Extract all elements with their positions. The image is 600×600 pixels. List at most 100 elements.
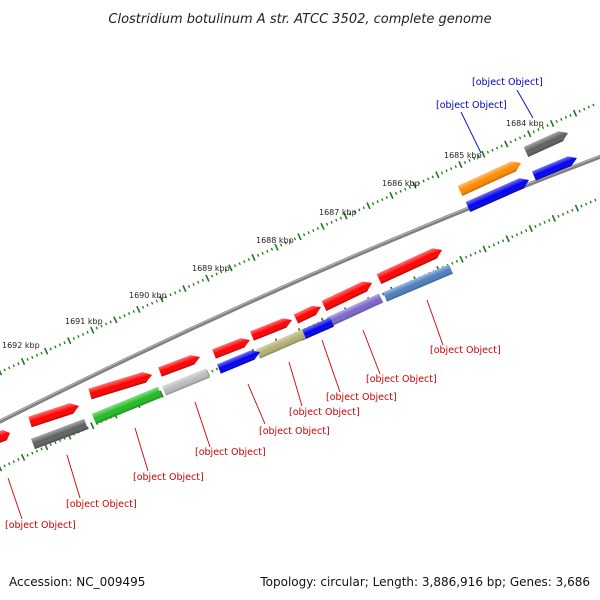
- gene-arrow-reverse: [465, 178, 529, 213]
- gene-arrow-reverse: [31, 418, 88, 450]
- gene-arrow-reverse-shading: [297, 317, 335, 341]
- minor-tick: [270, 247, 274, 251]
- gene-arrow-forward-shading: [0, 429, 11, 445]
- minor-tick: [422, 179, 425, 183]
- gene-arrow-forward-shading: [321, 281, 372, 311]
- gene-arrow-forward: [212, 338, 250, 359]
- major-tick: [90, 422, 95, 430]
- minor-tick: [381, 198, 384, 202]
- minor-tick: [468, 158, 471, 162]
- kbp-label: 1692 kbp: [2, 341, 40, 350]
- minor-tick: [307, 231, 310, 235]
- major-tick: [43, 347, 49, 355]
- minor-tick: [555, 119, 558, 123]
- label-leader-line: [460, 111, 482, 154]
- minor-tick: [316, 227, 320, 230]
- minor-tick: [534, 225, 537, 228]
- minor-tick: [589, 200, 592, 204]
- gene-label: [object Object]: [259, 426, 330, 437]
- gene-arrow-reverse-shading: [91, 386, 163, 425]
- label-leader-line: [134, 427, 149, 472]
- gene-arrow-reverse-shading: [256, 329, 306, 359]
- major-tick: [20, 358, 26, 366]
- minor-tick: [571, 208, 574, 212]
- minor-tick: [293, 237, 297, 241]
- minor-tick: [417, 181, 421, 185]
- gene-arrow-forward: [250, 318, 292, 341]
- minor-tick: [146, 303, 149, 307]
- minor-tick: [548, 218, 551, 222]
- major-tick: [251, 253, 256, 261]
- minor-tick: [474, 251, 477, 255]
- gene-label: [object Object]: [430, 345, 501, 356]
- gene-label: [object Object]: [5, 520, 76, 531]
- minor-tick: [238, 262, 241, 266]
- minor-tick: [210, 274, 214, 278]
- minor-tick: [261, 251, 264, 255]
- major-tick: [527, 130, 532, 138]
- minor-tick: [532, 130, 535, 134]
- major-tick: [182, 285, 187, 293]
- minor-tick: [500, 144, 503, 148]
- minor-tick: [358, 208, 361, 212]
- major-tick: [228, 264, 233, 272]
- minor-tick: [201, 278, 204, 282]
- kbp-label: 1688 kbp: [256, 236, 294, 245]
- minor-tick: [224, 268, 227, 272]
- minor-tick: [178, 289, 181, 293]
- minor-tick: [566, 210, 569, 214]
- gene-arrow-forward-shading: [28, 403, 80, 428]
- minor-tick: [523, 134, 526, 138]
- minor-tick: [518, 136, 522, 140]
- gene-arrow-reverse-shading: [383, 264, 453, 302]
- minor-tick: [477, 154, 480, 158]
- minor-tick: [538, 223, 542, 226]
- major-tick: [504, 140, 509, 148]
- major-tick: [435, 171, 440, 179]
- minor-tick: [578, 109, 581, 113]
- minor-tick: [394, 191, 398, 195]
- minor-tick: [546, 124, 549, 127]
- major-tick: [20, 453, 26, 461]
- minor-tick: [164, 295, 168, 299]
- gene-label: [object Object]: [366, 374, 437, 385]
- minor-tick: [543, 220, 546, 224]
- minor-tick: [465, 255, 468, 259]
- minor-tick: [220, 270, 223, 274]
- minor-tick: [100, 324, 103, 328]
- gene-arrow-forward: [457, 161, 522, 196]
- minor-tick: [243, 260, 246, 264]
- gene-labels: [object Object] [object Object] [object …: [5, 77, 543, 531]
- kbp-label: 1691 kbp: [65, 317, 103, 326]
- minor-tick: [492, 243, 495, 247]
- minor-tick: [362, 206, 366, 210]
- gene-label: [object Object]: [133, 472, 204, 483]
- gene-label: [object Object]: [326, 392, 397, 403]
- gene-arrow-reverse: [326, 293, 384, 327]
- gene-arrow-reverse-shading: [217, 350, 261, 374]
- major-tick: [159, 390, 164, 398]
- minor-tick: [440, 171, 444, 175]
- major-tick: [528, 225, 533, 233]
- label-leader-line: [66, 454, 81, 499]
- topology-text: Topology: circular; Length: 3,886,916 bp…: [259, 575, 590, 589]
- minor-tick: [515, 233, 519, 237]
- gene-arrow-reverse: [297, 317, 335, 341]
- major-tick: [412, 181, 417, 189]
- major-tick: [389, 191, 394, 199]
- minor-tick: [431, 175, 434, 179]
- minor-tick: [174, 291, 177, 295]
- minor-tick: [233, 264, 237, 268]
- gene-arrow-forward: [88, 372, 153, 400]
- gene-label: [object Object]: [66, 499, 137, 510]
- major-tick: [459, 255, 464, 263]
- major-tick: [205, 274, 210, 282]
- major-tick: [505, 235, 510, 243]
- minor-tick: [54, 441, 57, 445]
- minor-tick: [169, 293, 172, 297]
- minor-tick: [104, 322, 108, 326]
- minor-tick: [525, 229, 528, 233]
- minor-tick: [385, 196, 388, 199]
- kbp-label: 1684 kbp: [506, 119, 544, 128]
- minor-tick: [118, 316, 122, 320]
